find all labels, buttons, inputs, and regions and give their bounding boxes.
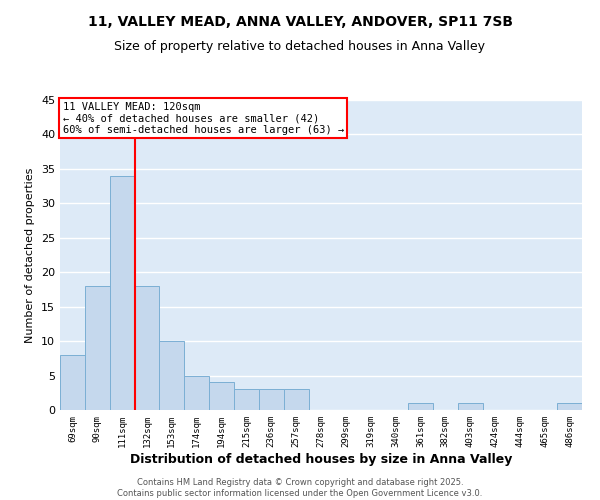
Bar [60,355,85,410]
Bar [85,286,110,410]
Bar [134,286,160,410]
Bar [234,390,259,410]
Bar [408,403,433,410]
Text: 11 VALLEY MEAD: 120sqm
← 40% of detached houses are smaller (42)
60% of semi-det: 11 VALLEY MEAD: 120sqm ← 40% of detached… [62,102,344,134]
Bar [184,376,209,410]
Bar [284,390,308,410]
Y-axis label: Number of detached properties: Number of detached properties [25,168,35,342]
Bar [110,176,134,410]
X-axis label: Distribution of detached houses by size in Anna Valley: Distribution of detached houses by size … [130,452,512,466]
Bar [259,390,284,410]
Bar [557,403,582,410]
Text: Size of property relative to detached houses in Anna Valley: Size of property relative to detached ho… [115,40,485,53]
Text: 11, VALLEY MEAD, ANNA VALLEY, ANDOVER, SP11 7SB: 11, VALLEY MEAD, ANNA VALLEY, ANDOVER, S… [88,15,512,29]
Bar [209,382,234,410]
Text: Contains HM Land Registry data © Crown copyright and database right 2025.
Contai: Contains HM Land Registry data © Crown c… [118,478,482,498]
Bar [458,403,482,410]
Bar [160,341,184,410]
